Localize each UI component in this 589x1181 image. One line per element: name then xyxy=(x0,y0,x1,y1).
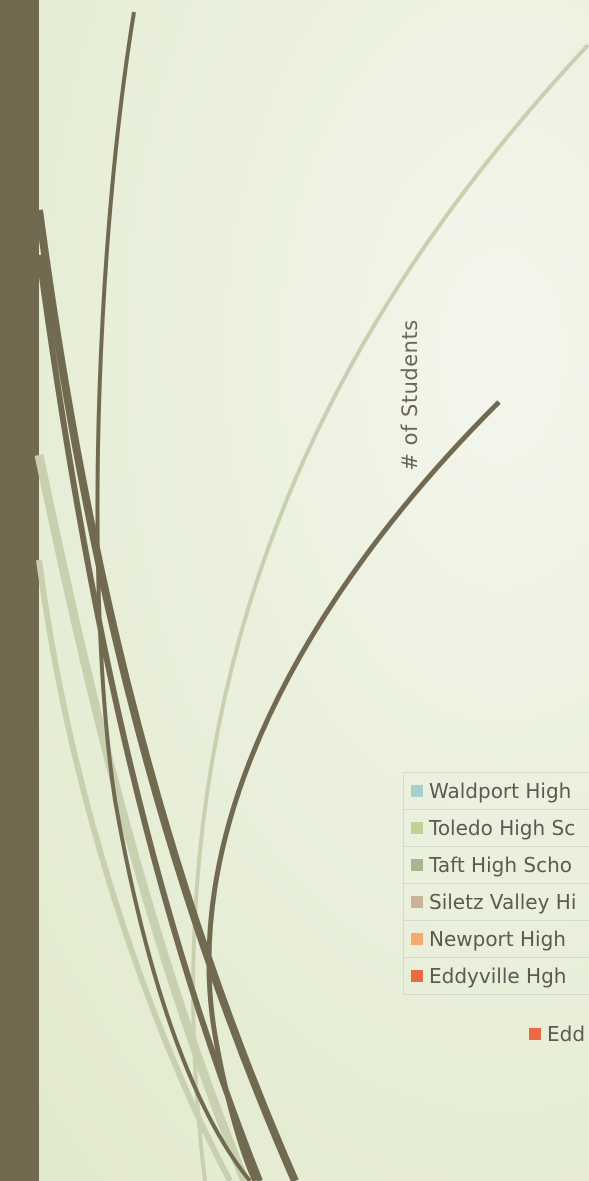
series-label: Newport High xyxy=(429,927,566,951)
series-key-cell: Taft High Scho xyxy=(403,846,589,884)
series-swatch xyxy=(411,784,423,797)
series-label: Siletz Valley Hi xyxy=(429,890,577,914)
chart-legend: Edd xyxy=(529,1022,585,1046)
data-table-row: Taft High Scho xyxy=(403,846,589,884)
series-swatch xyxy=(411,821,423,834)
legend-label: Edd xyxy=(547,1022,586,1046)
legend-swatch xyxy=(529,1027,541,1040)
series-label: Toledo High Sc xyxy=(429,816,576,840)
data-table-row: Waldport High xyxy=(403,772,589,810)
legend-item: Edd xyxy=(529,1022,585,1046)
series-key-cell: Waldport High xyxy=(403,772,589,810)
series-swatch xyxy=(411,932,423,945)
series-label: Eddyville Hgh xyxy=(429,964,567,988)
light-strokes xyxy=(34,43,589,1181)
series-swatch xyxy=(411,858,423,871)
series-swatch xyxy=(411,895,423,908)
series-swatch xyxy=(411,969,423,982)
series-key-cell: Eddyville Hgh xyxy=(403,957,589,995)
data-table-row: Siletz Valley Hi xyxy=(403,883,589,921)
data-table-row: Newport High xyxy=(403,920,589,958)
left-sidebar-bar xyxy=(0,0,39,1181)
series-key-cell: Newport High xyxy=(403,920,589,958)
chart-data-table: Waldport High Toledo High Sc Taft High Sch… xyxy=(403,772,589,995)
series-key-cell: Siletz Valley Hi xyxy=(403,883,589,921)
y-axis-title: # of Students xyxy=(398,319,422,471)
series-key-cell: Toledo High Sc xyxy=(403,809,589,847)
series-label: Waldport High xyxy=(429,779,572,803)
data-table-row: Toledo High Sc xyxy=(403,809,589,847)
series-label: Taft High Scho xyxy=(429,853,572,877)
dark-strokes xyxy=(35,11,501,1181)
data-table-row: Eddyville Hgh xyxy=(403,957,589,995)
